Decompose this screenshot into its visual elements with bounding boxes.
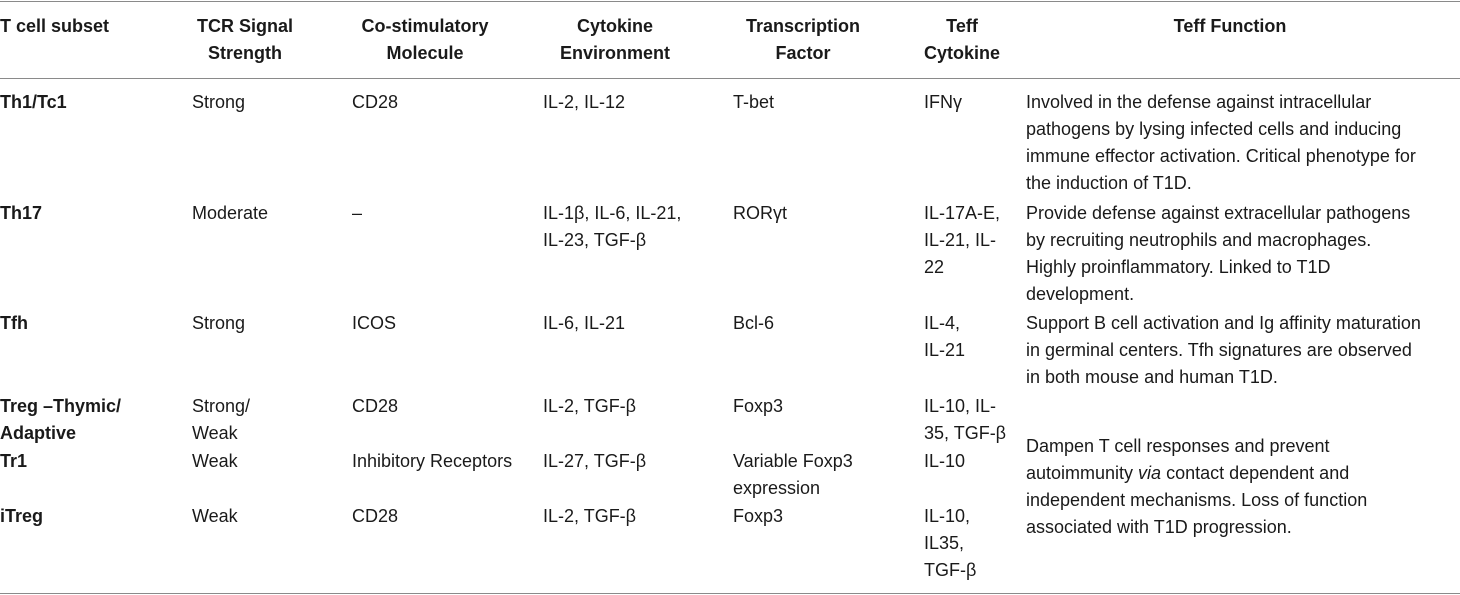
cell-transcription-factor: T-bet xyxy=(733,92,775,112)
header-costim-line2: Molecule xyxy=(386,43,464,63)
bottom-rule xyxy=(0,593,1460,594)
header-rule xyxy=(0,78,1460,79)
cell-costim: ICOS xyxy=(352,313,397,333)
cytenv-line: IL-23, TGF-β xyxy=(543,230,647,250)
cell-teff-function: Support B cell activation and Ig affinit… xyxy=(1026,310,1421,391)
cell-teff-function: Involved in the defense against intracel… xyxy=(1026,89,1416,197)
cell-cytokine-environment: IL-2, TGF-β xyxy=(543,506,637,526)
header-teffcyt-line2: Cytokine xyxy=(923,43,1001,63)
cell-transcription-factor: Variable Foxp3 expression xyxy=(733,448,853,502)
teffcyt-line: TGF-β xyxy=(924,560,977,580)
cell-subset: Tr1 xyxy=(0,451,28,471)
function-line: Highly proinflammatory. Linked to T1D xyxy=(1026,257,1331,277)
function-line: by recruiting neutrophils and macrophage… xyxy=(1026,230,1372,250)
cell-teff-cytokine: IFNγ xyxy=(924,92,962,112)
tcr-line: Weak xyxy=(192,423,238,443)
cell-subset: iTreg xyxy=(0,506,44,526)
cell-teff-cytokine: IL-10, IL35, TGF-β xyxy=(924,503,976,584)
tf-line: expression xyxy=(733,478,821,498)
cell-transcription-factor: Foxp3 xyxy=(733,506,784,526)
header-tf-line2: Factor xyxy=(775,43,831,63)
cell-tcr: Strong/ Weak xyxy=(192,393,250,447)
cytenv-line: IL-1β, IL-6, IL-21, xyxy=(543,203,682,223)
function-line: development. xyxy=(1026,284,1135,304)
cell-subset: Tfh xyxy=(0,313,28,333)
cell-cytokine-environment: IL-6, IL-21 xyxy=(543,313,626,333)
function-line: in both mouse and human T1D. xyxy=(1026,367,1278,387)
cell-cytokine-environment: IL-1β, IL-6, IL-21, IL-23, TGF-β xyxy=(543,200,681,254)
cell-costim: CD28 xyxy=(352,506,399,526)
header-tcr-line2: Strength xyxy=(208,43,282,63)
teffcyt-line: 22 xyxy=(924,257,945,277)
cell-tcr: Moderate xyxy=(192,203,269,223)
header-cytenv-line2: Environment xyxy=(559,43,670,63)
tf-line: Variable Foxp3 xyxy=(733,451,853,471)
cell-subset: Th1/Tc1 xyxy=(0,92,67,112)
header-tcr: TCR Signal Strength xyxy=(170,13,320,67)
cell-costim: – xyxy=(352,203,363,223)
header-costim-line1: Co-stimulatory xyxy=(361,16,489,36)
function-line: Provide defense against extracellular pa… xyxy=(1026,203,1411,223)
cell-teff-cytokine: IL-10 xyxy=(924,451,966,471)
teffcyt-line: IL-21 xyxy=(924,340,966,360)
teffcyt-line: IL-17A-E, xyxy=(924,203,1001,223)
function-line: Dampen T cell responses and prevent xyxy=(1026,436,1330,456)
top-rule xyxy=(0,1,1460,2)
cell-cytokine-environment: IL-2, IL-12 xyxy=(543,92,626,112)
function-line: independent mechanisms. Loss of function xyxy=(1026,490,1368,510)
function-text: contact dependent and xyxy=(1161,463,1350,483)
cell-cytokine-environment: IL-2, TGF-β xyxy=(543,396,637,416)
teffcyt-line: IL-21, IL- xyxy=(924,230,997,250)
header-tf-line1: Transcription xyxy=(745,16,861,36)
tcr-line: Strong/ xyxy=(192,396,251,416)
function-line: autoimmunity via contact dependent and xyxy=(1026,460,1367,487)
cell-costim: CD28 xyxy=(352,396,399,416)
teffcyt-line: 35, TGF-β xyxy=(924,423,1007,443)
cell-costim: Inhibitory Receptors xyxy=(352,451,513,471)
teffcyt-line: IL-10, IL- xyxy=(924,396,997,416)
cell-transcription-factor: RORγt xyxy=(733,203,787,223)
function-line: Support B cell activation and Ig affinit… xyxy=(1026,313,1421,333)
header-teffcyt-line1: Teff xyxy=(946,16,978,36)
function-line: in germinal centers. Tfh signatures are … xyxy=(1026,340,1412,360)
header-transcription-factor: Transcription Factor xyxy=(718,13,888,67)
cell-transcription-factor: Foxp3 xyxy=(733,396,784,416)
header-cytenv-line1: Cytokine xyxy=(576,16,654,36)
function-line: the induction of T1D. xyxy=(1026,173,1192,193)
teffcyt-line: IL-10, xyxy=(924,506,971,526)
header-costim: Co-stimulatory Molecule xyxy=(340,13,510,67)
cell-teff-cytokine: IL-17A-E, IL-21, IL- 22 xyxy=(924,200,1000,281)
cell-tcr: Weak xyxy=(192,506,238,526)
function-line: associated with T1D progression. xyxy=(1026,517,1292,537)
function-line: Involved in the defense against intracel… xyxy=(1026,92,1372,112)
header-teff-cytokine: Teff Cytokine xyxy=(912,13,1012,67)
function-text: autoimmunity xyxy=(1026,463,1139,483)
cell-transcription-factor: Bcl-6 xyxy=(733,313,775,333)
header-subset: T cell subset xyxy=(0,16,110,36)
cell-subset: Th17 xyxy=(0,203,43,223)
header-teff-function: Teff Function xyxy=(1173,16,1287,36)
cell-tcr: Strong xyxy=(192,92,246,112)
cell-tcr: Weak xyxy=(192,451,238,471)
header-tcr-line1: TCR Signal xyxy=(196,16,293,36)
cell-teff-function: Provide defense against extracellular pa… xyxy=(1026,200,1410,308)
function-line: immune effector activation. Critical phe… xyxy=(1026,146,1416,166)
cell-tcr: Strong xyxy=(192,313,246,333)
cell-subset: Treg –Thymic/ Adaptive xyxy=(0,393,121,447)
subset-line: Adaptive xyxy=(0,423,77,443)
teffcyt-line: IL35, xyxy=(924,533,965,553)
subset-line: Treg –Thymic/ xyxy=(0,396,122,416)
cell-teff-cytokine: IL-4, IL-21 xyxy=(924,310,965,364)
teffcyt-line: IL-4, xyxy=(924,313,961,333)
merged-teff-function: Dampen T cell responses and prevent auto… xyxy=(1026,433,1367,541)
cell-teff-cytokine: IL-10, IL- 35, TGF-β xyxy=(924,393,1006,447)
header-cytokine-environment: Cytokine Environment xyxy=(530,13,700,67)
function-line: pathogens by lysing infected cells and i… xyxy=(1026,119,1402,139)
cell-cytokine-environment: IL-27, TGF-β xyxy=(543,451,647,471)
function-italic-text: via xyxy=(1138,463,1162,483)
cell-costim: CD28 xyxy=(352,92,399,112)
